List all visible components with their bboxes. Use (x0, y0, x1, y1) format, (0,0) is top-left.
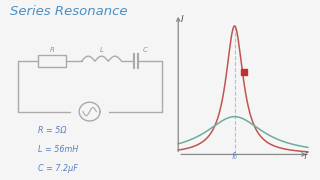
Text: L: L (100, 47, 104, 53)
Bar (241, 69, 246, 75)
Text: R = 5Ω: R = 5Ω (38, 126, 67, 135)
Text: C = 7.2μF: C = 7.2μF (38, 164, 78, 173)
Text: I: I (181, 15, 184, 24)
Text: C: C (142, 47, 147, 53)
Text: R: R (50, 47, 54, 53)
Text: f₀: f₀ (232, 152, 237, 161)
Text: f: f (303, 152, 306, 161)
Text: Series Resonance: Series Resonance (10, 5, 127, 18)
Text: L = 56mH: L = 56mH (38, 145, 79, 154)
Bar (38, 55, 66, 67)
